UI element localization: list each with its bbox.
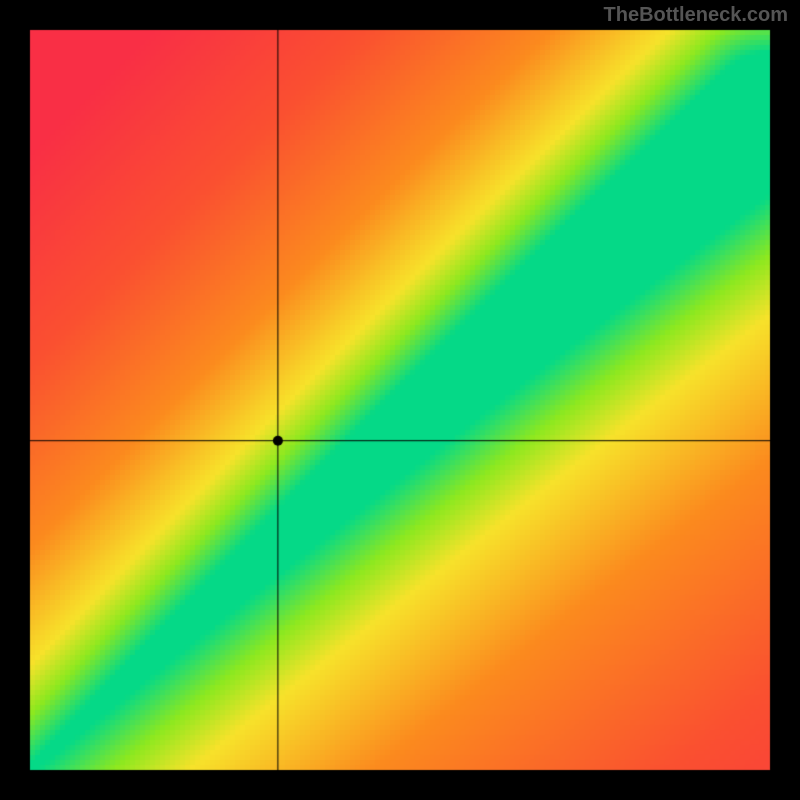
heatmap-chart — [0, 0, 800, 800]
watermark-label: TheBottleneck.com — [604, 4, 788, 27]
